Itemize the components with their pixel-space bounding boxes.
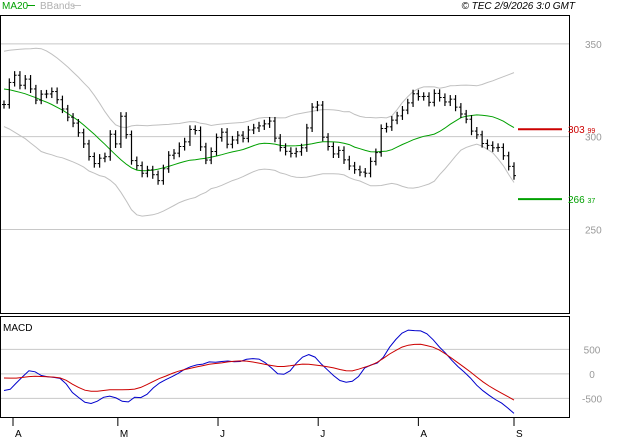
macd-tick-label: 0 <box>589 370 595 381</box>
level-label: 266 37 <box>568 195 595 206</box>
timestamp: © TEC 2/9/2026 3:0 GMT <box>461 1 575 12</box>
ma20-layer <box>3 88 515 172</box>
macd-title: MACD <box>3 323 32 334</box>
price-panel-frame <box>0 15 570 314</box>
grid-layer <box>1 43 569 399</box>
month-tick-label: J <box>320 429 325 440</box>
bbands-legend: BBands <box>40 1 75 12</box>
ma20-legend: MA20 <box>2 1 29 12</box>
month-tick-label: A <box>15 429 22 440</box>
ma20-line <box>3 88 515 172</box>
axis-layer: 250 300 350 500 0 -500 A M J J A S <box>12 40 602 440</box>
macd-line <box>3 329 515 414</box>
macd-tick-label: 500 <box>584 345 601 356</box>
price-tick-label: 350 <box>585 40 602 51</box>
macd-layer <box>3 329 515 414</box>
level-annotations-layer: 303 99 266 37 <box>518 125 595 206</box>
month-tick-label: J <box>220 429 225 440</box>
price-tick-label: 250 <box>585 225 602 236</box>
macd-tick-label: -500 <box>582 394 602 405</box>
signal-line <box>3 343 515 401</box>
level-label: 303 99 <box>568 125 595 136</box>
bbands-layer <box>3 47 515 217</box>
month-tick-label: S <box>516 429 523 440</box>
month-tick-label: M <box>120 429 128 440</box>
bband-lower-line <box>3 126 515 217</box>
bband-upper-line <box>3 47 515 129</box>
month-tick-label: A <box>420 429 427 440</box>
price-bars-layer <box>2 71 516 185</box>
price-tick-label: 300 <box>585 133 602 144</box>
macd-panel-frame <box>0 316 570 418</box>
